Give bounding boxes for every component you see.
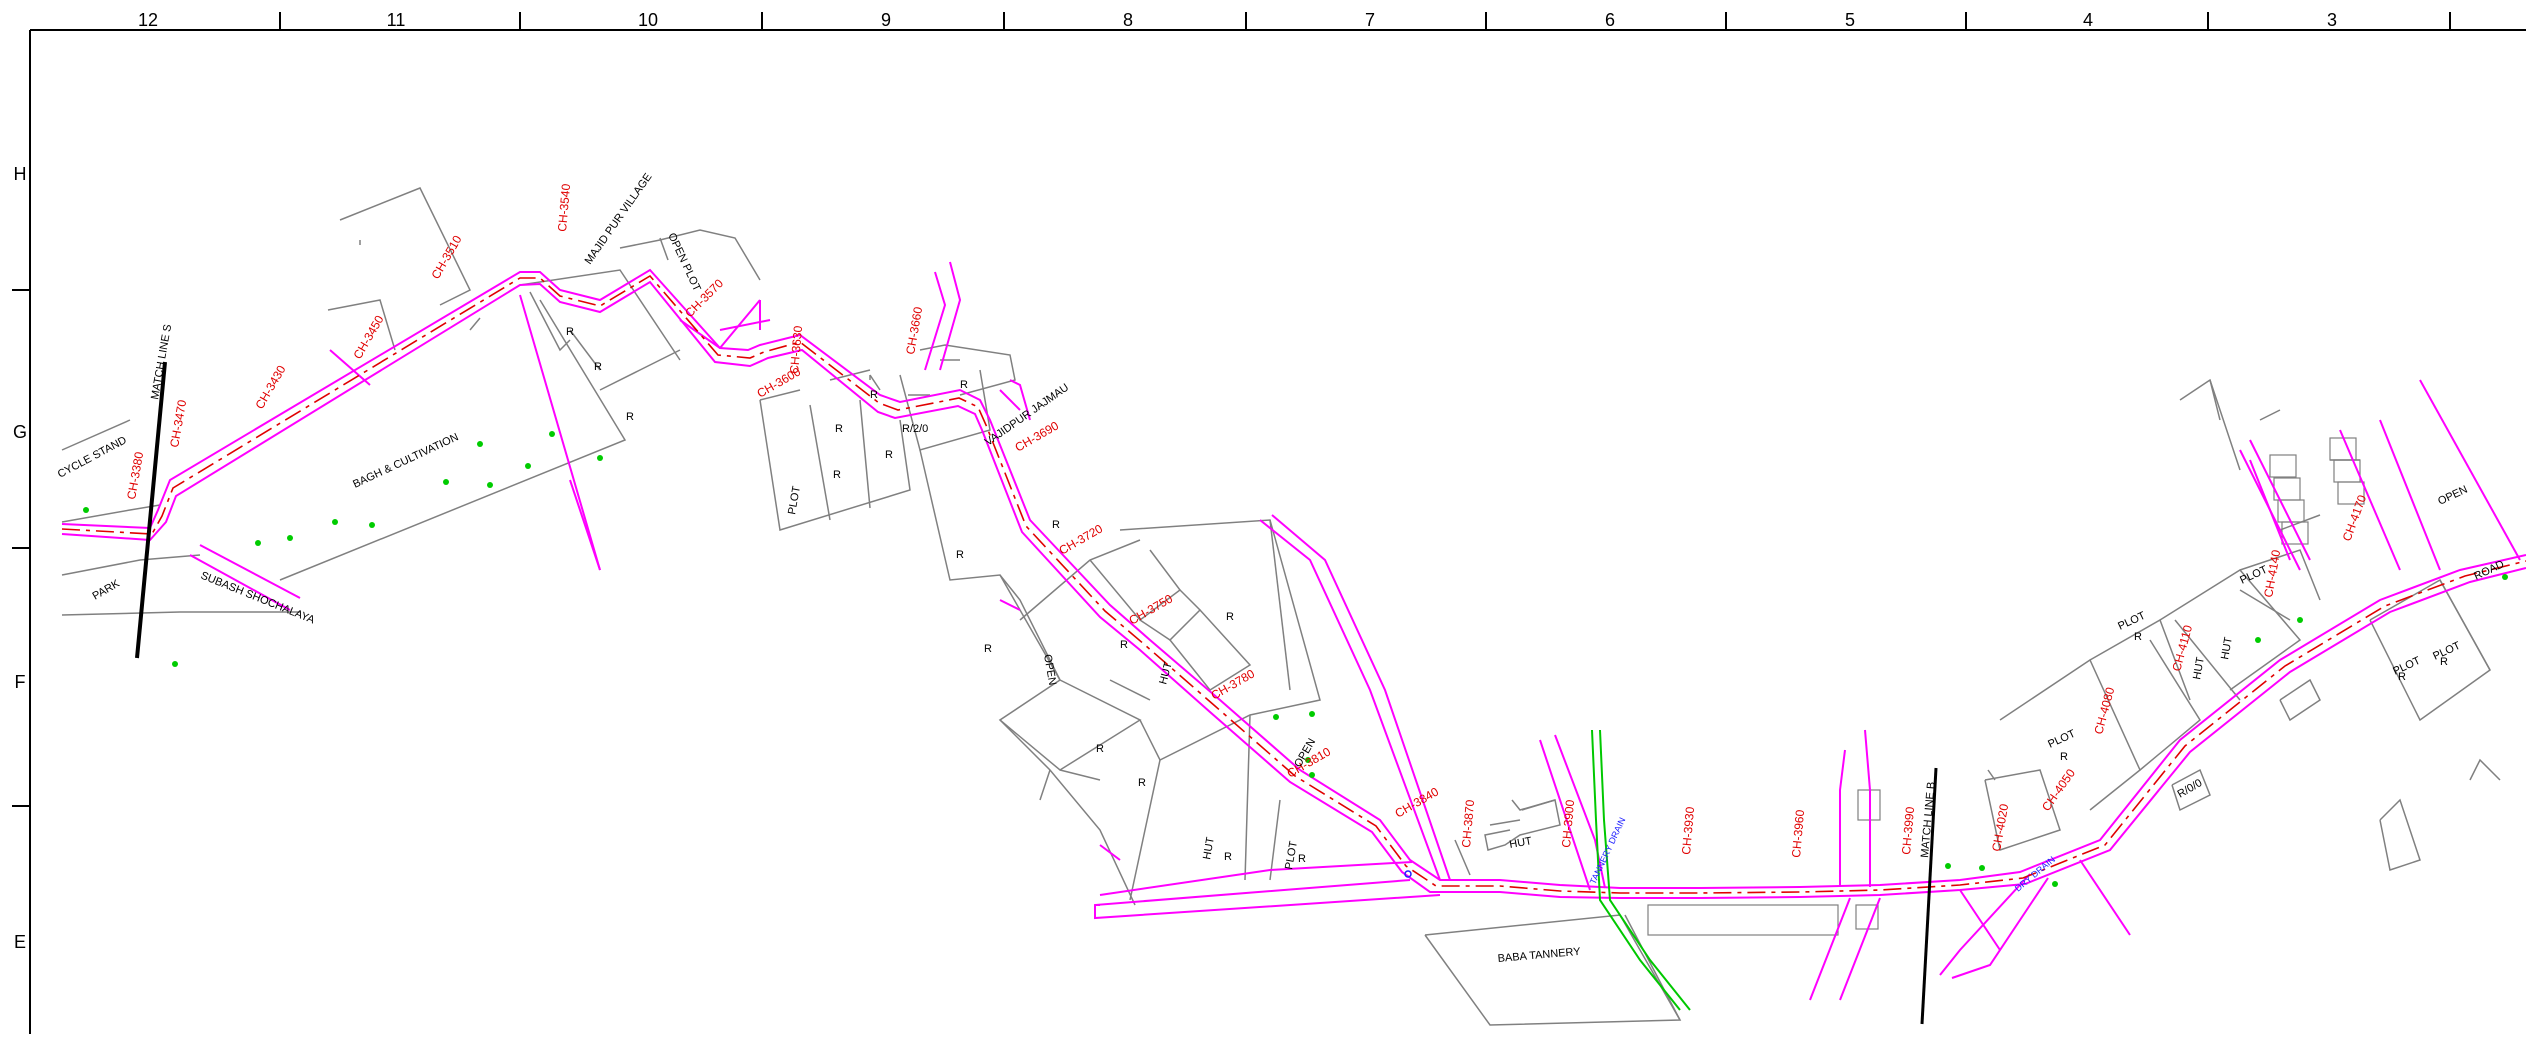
r-label: R xyxy=(984,643,992,655)
r-label: R xyxy=(1224,851,1232,863)
r-label: R xyxy=(626,411,634,423)
match-line-b-label: MATCH LINE B xyxy=(1919,781,1938,858)
baba-tannery-label: BABA TANNERY xyxy=(1497,946,1582,965)
chainage-label: CH-3960 xyxy=(1789,809,1807,858)
chainage-label: CH-3900 xyxy=(1559,799,1577,848)
chainage-label: CH-3630 xyxy=(787,325,805,374)
col-label: 4 xyxy=(2083,10,2093,30)
col-label: 3 xyxy=(2327,10,2337,30)
r-label: R xyxy=(833,469,841,481)
chainage-label: CH-3380 xyxy=(124,450,146,500)
row-label: G xyxy=(13,422,27,442)
map-labels: CYCLE STAND MATCH LINE S MATCH LINE B PA… xyxy=(56,171,2506,965)
chainage-label: CH-3930 xyxy=(1679,806,1697,855)
open-label: OPEN xyxy=(1041,653,1058,686)
open-label: OPEN xyxy=(2436,484,2469,508)
col-label: 9 xyxy=(881,10,891,30)
match-line-s xyxy=(135,361,167,659)
open-plot-label: OPEN PLOT xyxy=(665,231,703,293)
r-label: R xyxy=(870,389,878,401)
park-label: PARK xyxy=(91,577,123,602)
row-labels: H G F E xyxy=(13,164,27,952)
r-label: R xyxy=(2398,671,2406,683)
chainage-label: CH-3720 xyxy=(1057,521,1106,557)
r-label: R xyxy=(1052,519,1060,531)
chainage-label: CH-3470 xyxy=(167,398,189,448)
r-label: R xyxy=(960,379,968,391)
survey-point xyxy=(1404,870,1412,878)
chainage-labels: CH-3380 CH-3470 CH-3430 CH-3450 CH-3510 … xyxy=(124,183,2369,858)
chainage-label: CH-3660 xyxy=(903,305,925,355)
drain-lines xyxy=(1591,729,1691,1011)
chainage-label: CH-3430 xyxy=(252,363,288,412)
road-edges xyxy=(61,261,2526,1001)
hut-label: HUT xyxy=(1201,836,1217,861)
chainage-label: CH-3750 xyxy=(1127,591,1176,627)
r-label: R xyxy=(2440,656,2448,668)
house-blocks xyxy=(1647,437,2365,936)
trees xyxy=(83,431,2508,887)
r-label: R xyxy=(1138,777,1146,789)
r-label: R xyxy=(2134,631,2142,643)
r-label: R xyxy=(835,423,843,435)
property-boundaries xyxy=(61,187,2501,1026)
match-line-b xyxy=(1920,767,1938,1025)
row-label: H xyxy=(14,164,27,184)
chainage-label: CH-4170 xyxy=(2340,493,2370,543)
row-label: E xyxy=(14,932,26,952)
chainage-label: CH-3510 xyxy=(428,233,464,282)
r20-label: R/2/0 xyxy=(902,423,928,435)
col-label: 8 xyxy=(1123,10,1133,30)
plot-label: PLOT xyxy=(2391,655,2422,678)
r-label: R xyxy=(2060,751,2068,763)
column-labels: 12 11 10 9 8 7 6 5 4 3 xyxy=(138,10,2337,30)
r-label: R xyxy=(1226,611,1234,623)
chainage-label: CH-3870 xyxy=(1459,799,1477,848)
hut-label: HUT xyxy=(2191,656,2207,681)
col-label: 11 xyxy=(387,10,406,30)
hut-label: HUT xyxy=(1508,835,1533,851)
column-ticks xyxy=(279,12,2451,30)
r-label: R xyxy=(566,326,574,338)
chainage-label: CH-4110 xyxy=(2169,623,2195,672)
cycle-stand-label: CYCLE STAND xyxy=(56,434,129,480)
col-label: 7 xyxy=(1365,10,1375,30)
match-line-s-label: MATCH LINE S xyxy=(149,323,174,400)
chainage-label: CH-3780 xyxy=(1209,666,1258,702)
hut-label: HUT xyxy=(1157,661,1175,686)
r-label: R xyxy=(1298,853,1306,865)
road-centerline xyxy=(61,274,2526,894)
col-label: 12 xyxy=(138,10,158,30)
plot-label: PLOT xyxy=(786,485,803,516)
col-label: 5 xyxy=(1845,10,1855,30)
row-ticks xyxy=(12,289,30,807)
r-label: R xyxy=(956,549,964,561)
r-label: R xyxy=(885,449,893,461)
plot-label: PLOT xyxy=(1283,840,1300,871)
road-label: ROAD xyxy=(2472,558,2506,582)
plot-label: PLOT xyxy=(2046,728,2077,751)
chainage-label: CH-4020 xyxy=(1989,802,2011,852)
col-label: 6 xyxy=(1605,10,1615,30)
r-label: R xyxy=(594,361,602,373)
chainage-label: CH-3990 xyxy=(1899,806,1917,855)
hut-label: HUT xyxy=(2219,636,2235,661)
r-label: R xyxy=(1096,743,1104,755)
row-label: F xyxy=(15,672,26,692)
chainage-label: CH-4050 xyxy=(2039,766,2078,814)
majid-pur-label: MAJID PUR VILLAGE xyxy=(583,171,655,267)
col-label: 10 xyxy=(638,10,658,30)
chainage-label: CH-3540 xyxy=(555,183,573,232)
r-label: R xyxy=(1120,639,1128,651)
